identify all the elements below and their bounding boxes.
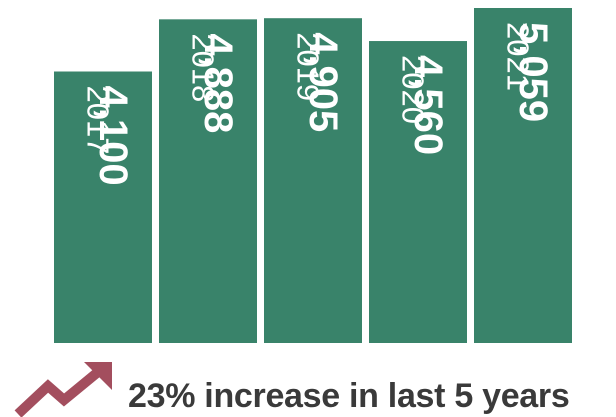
bar-2017 — [54, 71, 152, 343]
bar-2021 — [474, 8, 572, 343]
category-label-2019: 2019 — [291, 32, 326, 101]
category-label-2021: 2021 — [501, 22, 536, 91]
value-label-2021: 5,059 — [511, 22, 555, 122]
category-label-2018: 2018 — [186, 33, 221, 102]
value-label-2019: 4,905 — [301, 32, 345, 132]
summary-footer: 23% increase in last 5 years — [0, 360, 616, 417]
bar-2018 — [159, 19, 257, 343]
value-label-2018: 4,888 — [196, 33, 240, 133]
bar-2019 — [264, 18, 362, 344]
category-label-2017: 2017 — [81, 86, 116, 155]
bar-2020 — [369, 41, 467, 343]
trend-up-arrow-icon — [14, 362, 112, 417]
value-label-2020: 4,560 — [406, 55, 450, 155]
category-label-2020: 2020 — [396, 55, 431, 124]
summary-caption: 23% increase in last 5 years — [128, 377, 570, 415]
value-label-2017: 4,100 — [91, 86, 135, 186]
